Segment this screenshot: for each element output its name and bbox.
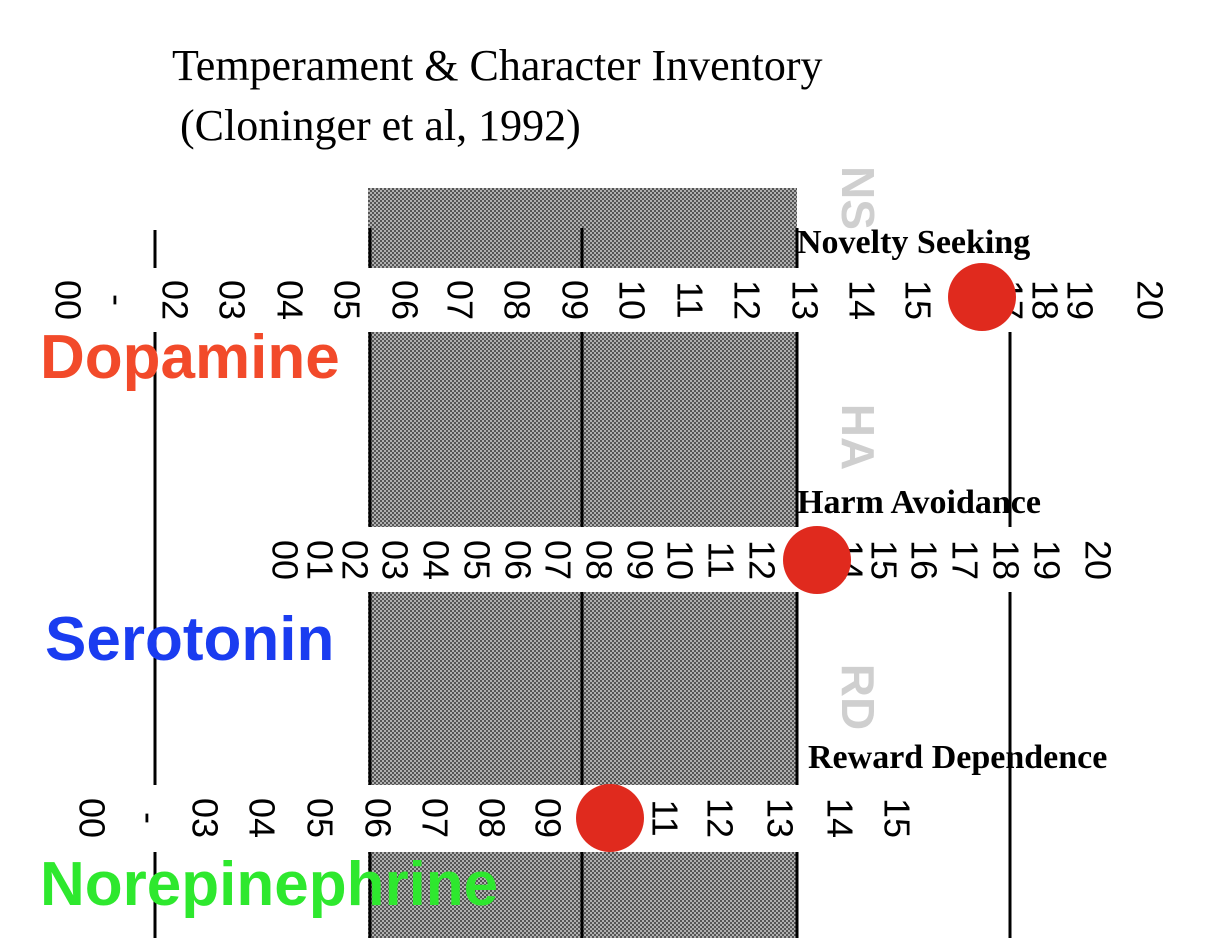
tick-label: 12 [727,280,768,320]
score-dot [948,263,1016,331]
tick-label: 17 [945,540,986,580]
scale-code: RD [832,664,884,730]
tick-label: 11 [701,541,742,578]
tick-label: 11 [670,281,711,318]
tick-label: 06 [385,280,426,320]
tick-label: 16 [904,540,945,580]
neurotransmitter: Serotonin [45,605,334,674]
tick-label: 10 [660,540,701,580]
tick-label: 18 [986,540,1027,580]
tick-label: 09 [528,798,569,838]
tick-label: 14 [820,798,861,838]
tick-label: 04 [270,280,311,320]
tick-label: 01 [300,540,341,580]
tick-label: 15 [864,540,905,580]
score-dot [576,784,644,852]
tick-label: 13 [785,280,826,320]
tick-label: 00 [48,280,89,320]
tick-label: 07 [440,280,481,320]
tick-label: 15 [877,798,918,838]
tick-label: 03 [185,798,226,838]
tick-label: 05 [300,798,341,838]
tick-label: 11 [645,799,686,836]
tick-label: 03 [212,280,253,320]
tick-label: 06 [358,798,399,838]
tick-label: 20 [1130,280,1171,320]
tick-label: 20 [1078,540,1119,580]
title: Temperament & Character Inventory [172,41,823,90]
tick-label: 00 [265,540,306,580]
scale-name: Harm Avoidance [797,484,1041,521]
tick-label: 13 [760,798,801,838]
scale-name: Novelty Seeking [797,224,1030,261]
tick-label: 03 [375,540,416,580]
tick-label: 19 [1027,540,1068,580]
tick-label: 15 [898,280,939,320]
tick-label: 05 [457,540,498,580]
scale-name: Reward Dependence [808,739,1107,776]
tick-label: 04 [416,540,457,580]
tick-label: 08 [497,280,538,320]
tick-label: 14 [842,280,883,320]
tick-label: 07 [538,540,579,580]
tick-label: 02 [335,540,376,580]
score-dot [783,526,851,594]
tick-label: 04 [242,798,283,838]
neurotransmitter: Norepinephrine [40,850,498,919]
scale-strip [70,785,910,852]
tick-label: 00 [72,798,113,838]
tick-label: 19 [1060,280,1101,320]
tick-label: 09 [620,540,661,580]
tick-label: 02 [155,280,196,320]
scale-strip [265,527,1110,592]
scale-code: NS [832,166,884,230]
tick-label: 12 [742,540,783,580]
tick-label: - [98,294,139,306]
scale-code: HA [832,404,884,470]
tick-label: 08 [579,540,620,580]
tick-label: 06 [498,540,539,580]
neurotransmitter: Dopamine [40,323,340,392]
tick-label: 18 [1025,280,1066,320]
tick-label: 12 [700,798,741,838]
tick-label: 10 [612,280,653,320]
subtitle: (Cloninger et al, 1992) [180,101,581,150]
tick-label: 09 [555,280,596,320]
tick-label: - [130,812,171,824]
tick-label: 05 [327,280,368,320]
tick-label: 08 [472,798,513,838]
tick-label: 07 [415,798,456,838]
